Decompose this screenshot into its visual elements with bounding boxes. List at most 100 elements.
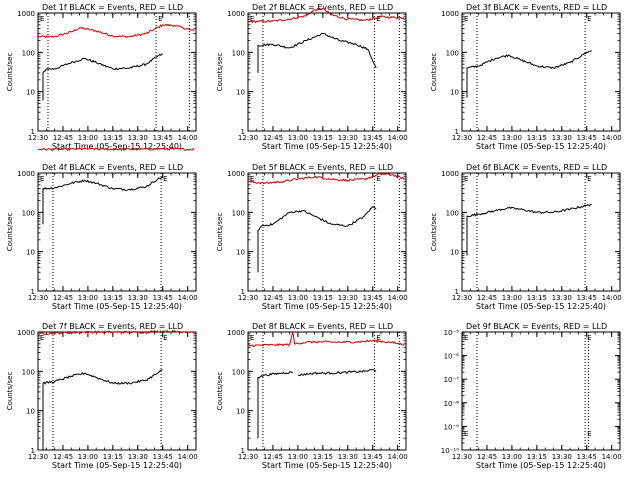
- x-tick-label: 13:45: [363, 453, 383, 461]
- E-marker: E: [587, 334, 591, 342]
- x-tick-label: 13:00: [288, 294, 308, 302]
- x-tick-label: 12:45: [263, 134, 283, 142]
- y-tick-label: 10: [236, 408, 245, 416]
- x-axis-label: Start Time (05-Sep-15 12:25:40): [262, 302, 392, 311]
- x-tick-label: 13:30: [552, 453, 572, 461]
- x-tick-label: 14:00: [602, 134, 622, 142]
- panel-title: Det 4f BLACK = Events, RED = LLD: [42, 163, 183, 172]
- x-tick-label: 14:00: [388, 294, 408, 302]
- x-tick-label: 12:45: [53, 134, 73, 142]
- y-tick-label: 1: [31, 128, 35, 136]
- x-tick-label: 13:15: [103, 134, 123, 142]
- x-tick-label: 14:00: [178, 453, 198, 461]
- y-tick-label: 10: [26, 249, 35, 257]
- x-tick-label: 13:00: [78, 453, 98, 461]
- panel-title: Det 9f BLACK = Events, RED = LLD: [466, 322, 607, 331]
- y-axis-label: Counts/sec: [6, 372, 14, 411]
- E-marker: E: [40, 175, 44, 183]
- y-tick-label: 100: [22, 49, 35, 57]
- y-tick-label: 10⁻¹⁰: [441, 447, 459, 455]
- panel-2: Det 2f BLACK = Events, RED = LLD Counts/s…: [216, 3, 408, 151]
- y-tick-label: 1000: [17, 10, 35, 18]
- E-marker: E: [163, 175, 167, 183]
- E-marker: E: [250, 15, 254, 23]
- panel-1: Det 1f BLACK = Events, RED = LLD Counts/s…: [6, 3, 198, 151]
- E-marker: E: [250, 175, 254, 183]
- y-tick-label: 1000: [17, 170, 35, 178]
- x-tick-label: 13:15: [103, 453, 123, 461]
- x-tick-label: 12:45: [477, 134, 497, 142]
- events-rate-line: [42, 369, 163, 450]
- panel-title: Det 8f BLACK = Events, RED = LLD: [252, 322, 393, 331]
- y-tick-label: 100: [22, 368, 35, 376]
- x-tick-label: 13:15: [313, 453, 333, 461]
- E-marker: E: [464, 334, 468, 342]
- panel-3: Det 3f BLACK = Events, RED = LLD Counts/s…: [430, 3, 622, 151]
- x-tick-label: 12:30: [28, 294, 48, 302]
- y-tick-label: 10⁻⁸: [444, 400, 460, 408]
- lld-rate-line: [247, 331, 405, 348]
- y-tick-label: 1000: [441, 170, 459, 178]
- panel-title: Det 3f BLACK = Events, RED = LLD: [466, 3, 607, 12]
- x-tick-label: 13:30: [338, 453, 358, 461]
- x-tick-label: 13:45: [577, 134, 597, 142]
- lld-rate-line: [247, 172, 405, 185]
- x-axis-label: Start Time (05-Sep-15 12:25:40): [476, 302, 606, 311]
- y-tick-label: 10: [450, 249, 459, 257]
- x-axis-label: Start Time (05-Sep-15 12:25:40): [476, 142, 606, 151]
- x-tick-label: 13:45: [153, 294, 173, 302]
- x-tick-label: 13:30: [128, 294, 148, 302]
- y-tick-label: 1000: [227, 329, 245, 337]
- y-tick-label: 1: [31, 447, 35, 455]
- x-tick-label: 12:30: [238, 134, 258, 142]
- x-tick-label: 14:00: [178, 134, 198, 142]
- panel-title: Det 1f BLACK = Events, RED = LLD: [42, 3, 183, 12]
- x-tick-label: 12:30: [238, 453, 258, 461]
- x-tick-label: 13:00: [288, 134, 308, 142]
- E-marker: E: [464, 15, 468, 23]
- x-tick-label: 13:15: [313, 294, 333, 302]
- E-marker: E: [464, 175, 468, 183]
- plot-frame: [247, 12, 407, 132]
- x-tick-label: 13:45: [153, 134, 173, 142]
- panel-title: Det 2f BLACK = Events, RED = LLD: [252, 3, 393, 12]
- x-tick-label: 13:30: [552, 294, 572, 302]
- x-tick-label: 13:15: [527, 134, 547, 142]
- x-axis-label: Start Time (05-Sep-15 12:25:40): [52, 302, 182, 311]
- y-axis-label: Counts/sec: [216, 213, 224, 252]
- x-tick-label: 12:45: [53, 453, 73, 461]
- events-rate-line: [466, 203, 592, 256]
- y-tick-label: 100: [22, 209, 35, 217]
- plot-frame: [247, 331, 407, 451]
- panel-9: Det 9f BLACK = Events, RED = LLD 10⁻¹⁰ 10⁻…: [441, 322, 622, 470]
- x-tick-label: 14:00: [602, 294, 622, 302]
- E-marker: E: [163, 334, 167, 342]
- E-marker: E: [587, 15, 591, 23]
- plot-frame: [461, 331, 621, 451]
- y-tick-label: 100: [232, 368, 245, 376]
- y-tick-label: 10: [26, 408, 35, 416]
- x-tick-label: 13:30: [128, 453, 148, 461]
- y-tick-label: 1000: [17, 329, 35, 337]
- y-tick-label: 100: [232, 209, 245, 217]
- panel-title: Det 6f BLACK = Events, RED = LLD: [466, 163, 607, 172]
- plot-frame: [37, 172, 197, 292]
- events-rate-line: [257, 32, 377, 73]
- panel-8: Det 8f BLACK = Events, RED = LLD Counts/s…: [216, 322, 408, 470]
- y-tick-label: 1000: [227, 10, 245, 18]
- panel-title: Det 5f BLACK = Events, RED = LLD: [252, 163, 393, 172]
- E-marker-bottom: E: [464, 430, 468, 438]
- x-tick-label: 13:00: [502, 134, 522, 142]
- x-tick-label: 13:15: [527, 294, 547, 302]
- x-tick-label: 13:45: [363, 134, 383, 142]
- x-tick-label: 13:00: [502, 453, 522, 461]
- x-tick-label: 13:45: [363, 294, 383, 302]
- panel-4: Det 4f BLACK = Events, RED = LLD Counts/s…: [6, 147, 198, 311]
- E-marker: E: [376, 175, 380, 183]
- y-axis-label: Counts/sec: [216, 53, 224, 92]
- y-tick-label: 10: [450, 89, 459, 97]
- x-tick-label: 13:00: [78, 134, 98, 142]
- y-tick-label: 100: [232, 49, 245, 57]
- E-marker: E: [250, 334, 254, 342]
- y-tick-label: 1: [241, 288, 245, 296]
